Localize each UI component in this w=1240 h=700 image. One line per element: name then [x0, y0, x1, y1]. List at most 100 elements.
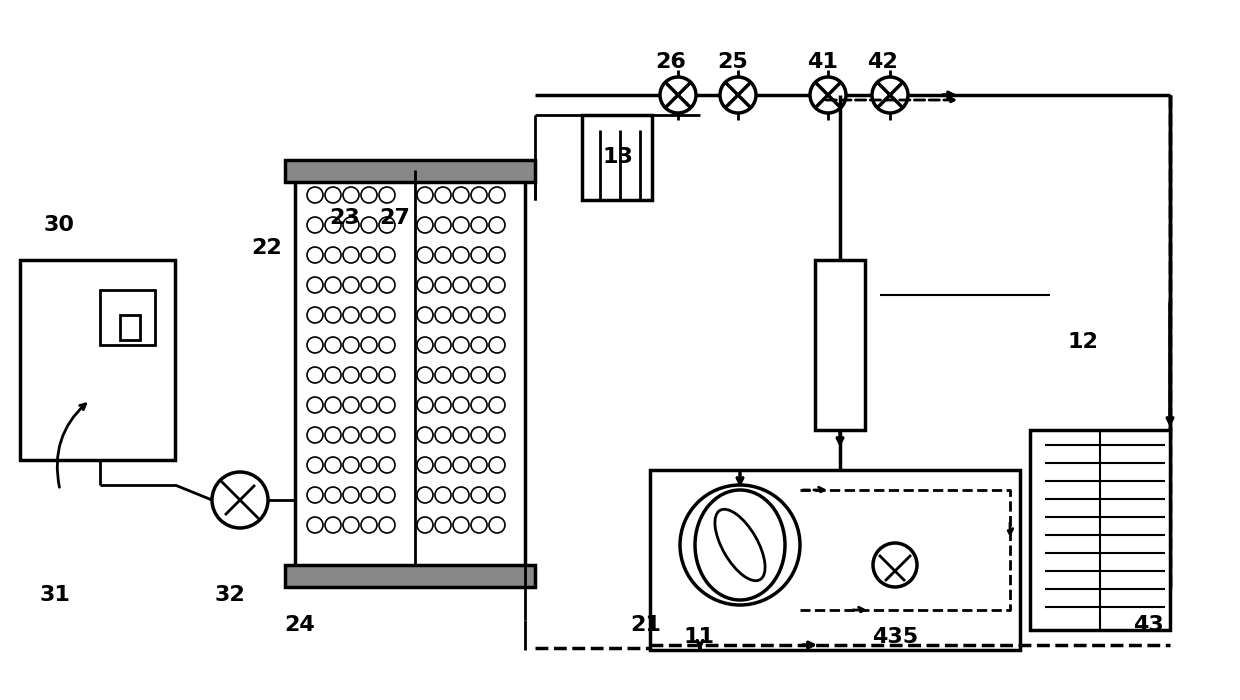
Circle shape	[308, 307, 322, 323]
Ellipse shape	[715, 510, 765, 581]
Circle shape	[435, 247, 451, 263]
Circle shape	[453, 247, 469, 263]
Circle shape	[660, 77, 696, 113]
Circle shape	[308, 427, 322, 443]
Circle shape	[379, 457, 396, 473]
Text: 23: 23	[330, 208, 361, 228]
Circle shape	[471, 367, 487, 383]
Circle shape	[325, 337, 341, 353]
Bar	[815, 260, 866, 430]
Circle shape	[325, 367, 341, 383]
Circle shape	[435, 187, 451, 203]
Text: 42: 42	[867, 52, 898, 72]
Bar	[100, 290, 155, 345]
Bar	[582, 115, 652, 200]
Circle shape	[343, 307, 360, 323]
Circle shape	[489, 337, 505, 353]
Circle shape	[435, 337, 451, 353]
Circle shape	[361, 217, 377, 233]
Circle shape	[489, 517, 505, 533]
Circle shape	[872, 77, 908, 113]
Circle shape	[417, 277, 433, 293]
Circle shape	[308, 517, 322, 533]
Circle shape	[471, 247, 487, 263]
Circle shape	[308, 487, 322, 503]
Circle shape	[308, 337, 322, 353]
Circle shape	[453, 397, 469, 413]
Text: 21: 21	[631, 615, 661, 635]
Text: 24: 24	[285, 615, 315, 635]
Circle shape	[212, 472, 268, 528]
Circle shape	[471, 487, 487, 503]
Circle shape	[343, 427, 360, 443]
Circle shape	[325, 277, 341, 293]
Text: 26: 26	[656, 52, 687, 72]
Circle shape	[379, 517, 396, 533]
Circle shape	[325, 517, 341, 533]
Circle shape	[471, 457, 487, 473]
Circle shape	[453, 187, 469, 203]
Circle shape	[453, 277, 469, 293]
Circle shape	[873, 543, 918, 587]
Circle shape	[361, 277, 377, 293]
Circle shape	[308, 367, 322, 383]
Text: 22: 22	[252, 238, 283, 258]
Circle shape	[489, 427, 505, 443]
Circle shape	[417, 337, 433, 353]
Text: 41: 41	[806, 52, 837, 72]
Circle shape	[379, 277, 396, 293]
Circle shape	[471, 427, 487, 443]
Circle shape	[417, 457, 433, 473]
Circle shape	[489, 487, 505, 503]
Circle shape	[489, 247, 505, 263]
Circle shape	[435, 367, 451, 383]
Text: 30: 30	[43, 215, 74, 235]
Circle shape	[343, 247, 360, 263]
Circle shape	[343, 217, 360, 233]
Circle shape	[435, 397, 451, 413]
Circle shape	[308, 247, 322, 263]
Circle shape	[471, 217, 487, 233]
Circle shape	[308, 397, 322, 413]
Bar	[295, 170, 525, 570]
Text: 25: 25	[718, 52, 749, 72]
Circle shape	[379, 367, 396, 383]
Circle shape	[361, 397, 377, 413]
Circle shape	[361, 337, 377, 353]
Circle shape	[435, 307, 451, 323]
Bar	[20, 260, 175, 460]
Circle shape	[489, 187, 505, 203]
Circle shape	[343, 397, 360, 413]
Text: 27: 27	[379, 208, 410, 228]
Circle shape	[453, 307, 469, 323]
Circle shape	[361, 487, 377, 503]
Bar	[650, 470, 1021, 650]
Circle shape	[325, 457, 341, 473]
Circle shape	[417, 427, 433, 443]
Text: 11: 11	[683, 627, 714, 647]
Circle shape	[489, 307, 505, 323]
Circle shape	[308, 457, 322, 473]
Circle shape	[471, 517, 487, 533]
Circle shape	[417, 217, 433, 233]
Circle shape	[343, 337, 360, 353]
Circle shape	[343, 457, 360, 473]
Circle shape	[435, 457, 451, 473]
Text: 32: 32	[215, 585, 246, 605]
Circle shape	[379, 397, 396, 413]
Circle shape	[379, 307, 396, 323]
Circle shape	[489, 277, 505, 293]
Circle shape	[453, 367, 469, 383]
Circle shape	[720, 77, 756, 113]
Circle shape	[361, 427, 377, 443]
Circle shape	[810, 77, 846, 113]
Text: 435: 435	[872, 627, 918, 647]
Circle shape	[308, 277, 322, 293]
Text: 31: 31	[40, 585, 71, 605]
Circle shape	[361, 307, 377, 323]
Text: 13: 13	[603, 147, 634, 167]
Bar	[285, 565, 534, 587]
Circle shape	[343, 277, 360, 293]
Circle shape	[361, 517, 377, 533]
Circle shape	[435, 487, 451, 503]
